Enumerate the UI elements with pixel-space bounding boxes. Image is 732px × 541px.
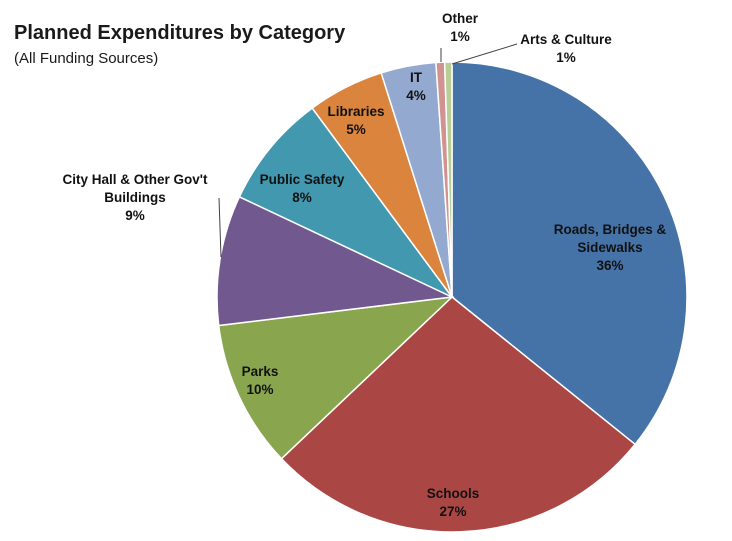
pie-slice-parks [217, 295, 455, 460]
data-label-public-safety: Public Safety 8% [260, 172, 345, 205]
slice-percent: 8% [292, 190, 312, 205]
slice-label: Sidewalks [577, 240, 642, 255]
pie-slice-arts-culture [443, 61, 453, 298]
slice-label: Roads, Bridges & [554, 222, 667, 237]
slice-label: Schools [427, 486, 480, 501]
leader-line-arts-culture [451, 43, 518, 65]
slice-percent: 1% [556, 50, 576, 65]
data-label-other: Other 1% [442, 11, 479, 44]
slice-percent: 5% [346, 122, 366, 137]
slice-label: Parks [242, 364, 279, 379]
data-label-libraries: Libraries 5% [327, 104, 384, 137]
slice-percent: 1% [450, 29, 470, 44]
slice-percent: 10% [246, 382, 273, 397]
slice-label: Other [442, 11, 479, 26]
chart-subtitle: (All Funding Sources) [14, 50, 159, 67]
slice-label: Buildings [104, 190, 166, 205]
pie-slice-city-hall-other-gov-t-buildings [216, 195, 455, 327]
data-label-it: IT 4% [406, 70, 426, 103]
pie-slice-public-safety [238, 107, 453, 298]
slice-label: IT [410, 70, 423, 85]
data-label-roads-bridges-sidewalks: Roads, Bridges & Sidewalks 36% [554, 222, 667, 273]
slice-label: Libraries [327, 104, 384, 119]
slice-label: Public Safety [260, 172, 345, 187]
slice-percent: 36% [596, 258, 623, 273]
slice-percent: 27% [439, 504, 466, 519]
data-label-schools: Schools 27% [427, 486, 480, 519]
slice-label: Arts & Culture [520, 32, 612, 47]
slice-percent: 9% [125, 208, 145, 223]
chart-title: Planned Expenditures by Category [14, 22, 346, 44]
data-label-parks: Parks 10% [242, 364, 279, 397]
pie-slice-schools [280, 296, 637, 533]
data-label-city-hall-other-gov-t-buildings: City Hall & Other Gov't Buildings 9% [63, 172, 208, 223]
data-label-arts-culture: Arts & Culture 1% [520, 32, 612, 65]
slice-percent: 4% [406, 88, 426, 103]
slice-label: City Hall & Other Gov't [63, 172, 208, 187]
pie-slice-roads-bridges-sidewalks [451, 61, 688, 446]
leader-line-city-hall-other-gov-t-buildings [218, 197, 222, 258]
